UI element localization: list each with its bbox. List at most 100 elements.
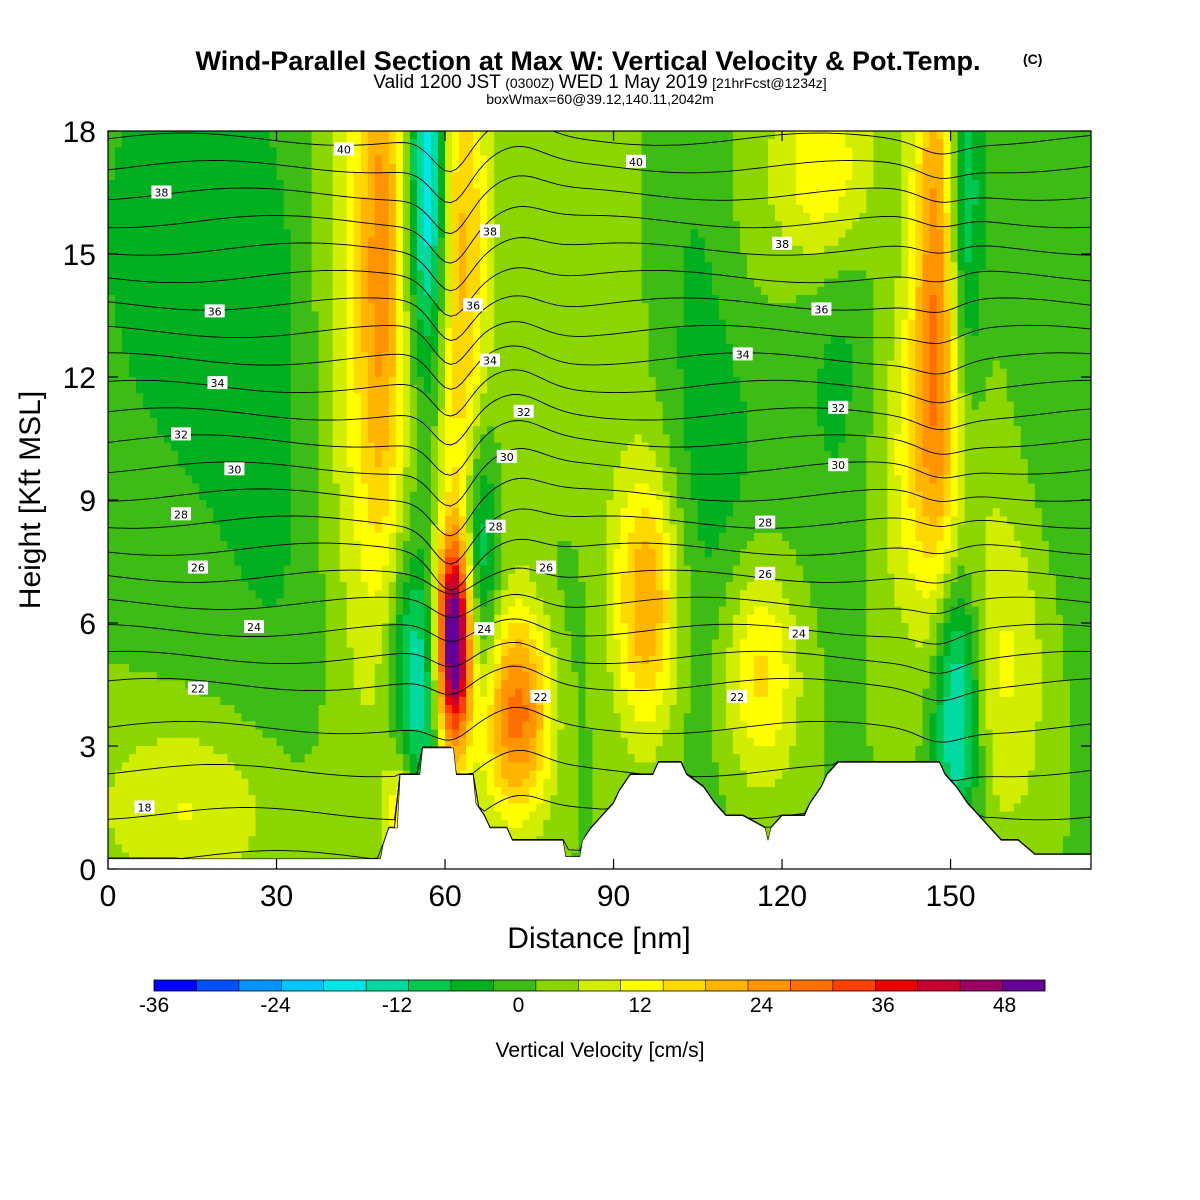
velocity-cell (269, 295, 278, 304)
velocity-cell (901, 409, 910, 419)
velocity-cell (452, 213, 460, 222)
velocity-cell (185, 409, 193, 419)
velocity-cell (536, 270, 544, 280)
velocity-cell (1076, 393, 1085, 403)
velocity-cell (901, 278, 910, 288)
velocity-cell (529, 344, 537, 353)
velocity-cell (423, 139, 432, 148)
velocity-cell (641, 163, 650, 173)
velocity-cell (817, 409, 825, 419)
velocity-cell (697, 409, 706, 419)
velocity-cell (255, 229, 264, 239)
velocity-cell (339, 352, 348, 362)
velocity-cell (325, 237, 334, 247)
velocity-cell (697, 254, 706, 263)
velocity-cell (557, 418, 565, 427)
velocity-cell (388, 385, 397, 394)
velocity-cell (585, 254, 594, 263)
velocity-cell (887, 311, 895, 321)
velocity-cell (817, 221, 825, 230)
velocity-cell (859, 270, 867, 280)
velocity-cell (171, 409, 179, 419)
velocity-cell (599, 385, 608, 394)
velocity-cell (192, 286, 200, 296)
velocity-cell (978, 262, 987, 271)
velocity-cell (199, 155, 207, 165)
velocity-cell (108, 360, 116, 370)
velocity-cell (501, 311, 509, 321)
velocity-cell (430, 155, 439, 165)
velocity-cell (311, 385, 320, 394)
velocity-cell (817, 180, 825, 189)
velocity-cell (311, 344, 320, 353)
velocity-cell (248, 418, 257, 427)
velocity-cell (662, 295, 671, 304)
velocity-cell (452, 180, 460, 189)
velocity-cell (529, 360, 537, 370)
velocity-cell (290, 295, 299, 304)
velocity-cell (452, 401, 460, 411)
velocity-cell (445, 245, 453, 255)
velocity-cell (508, 139, 516, 148)
velocity-cell (1062, 319, 1071, 329)
velocity-cell (725, 385, 734, 394)
velocity-cell (690, 278, 699, 288)
velocity-cell (290, 352, 299, 362)
velocity-cell (810, 254, 818, 263)
velocity-cell (599, 401, 608, 411)
velocity-cell (683, 385, 692, 394)
velocity-cell (522, 311, 530, 321)
velocity-cell (957, 237, 966, 247)
velocity-cell (206, 336, 214, 345)
velocity-cell (775, 377, 783, 386)
velocity-cell (346, 163, 355, 173)
velocity-cell (894, 385, 903, 394)
velocity-cell (922, 377, 931, 386)
velocity-cell (487, 295, 495, 304)
velocity-cell (971, 163, 980, 173)
velocity-cell (1013, 319, 1022, 329)
velocity-cell (585, 262, 594, 271)
velocity-cell (852, 196, 860, 206)
velocity-cell (978, 336, 987, 345)
velocity-cell (571, 204, 580, 214)
velocity-cell (494, 163, 502, 173)
velocity-cell (501, 278, 509, 288)
velocity-cell (866, 368, 874, 378)
velocity-cell (950, 360, 959, 370)
velocity-cell (550, 155, 558, 165)
velocity-cell (178, 286, 186, 296)
velocity-cell (115, 327, 123, 337)
velocity-cell (192, 344, 200, 353)
velocity-cell (711, 393, 720, 403)
velocity-cell (353, 385, 362, 394)
velocity-cell (494, 286, 502, 296)
velocity-cell (466, 204, 474, 214)
velocity-cell (241, 172, 250, 181)
velocity-cell (711, 327, 720, 337)
velocity-cell (992, 319, 1001, 329)
velocity-cell (255, 418, 264, 427)
velocity-cell (529, 368, 537, 378)
velocity-cell (283, 204, 292, 214)
velocity-cell (810, 262, 818, 271)
velocity-cell (220, 418, 228, 427)
velocity-cell (423, 254, 432, 263)
velocity-cell (234, 204, 243, 214)
velocity-cell (571, 237, 580, 247)
velocity-cell (199, 204, 207, 214)
velocity-cell (1048, 254, 1057, 263)
velocity-cell (985, 393, 994, 403)
velocity-cell (873, 311, 881, 321)
velocity-cell (115, 213, 123, 222)
velocity-cell (1034, 401, 1043, 411)
velocity-cell (346, 237, 355, 247)
velocity-cell (395, 245, 404, 255)
velocity-cell (367, 213, 376, 222)
velocity-cell (606, 131, 615, 140)
velocity-cell (936, 409, 945, 419)
velocity-cell (220, 270, 228, 280)
velocity-cell (648, 196, 657, 206)
velocity-cell (445, 303, 453, 312)
velocity-cell (662, 163, 671, 173)
